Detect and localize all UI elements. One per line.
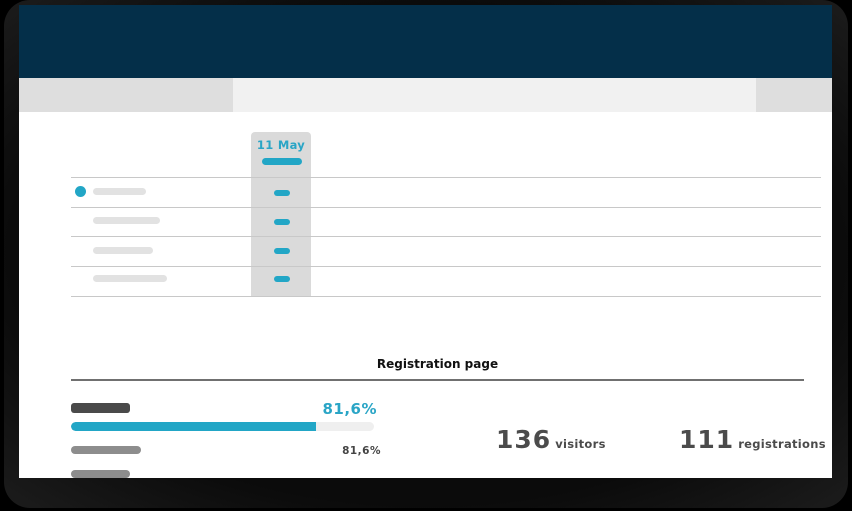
visitors-unit: visitors bbox=[555, 437, 606, 451]
row-label-placeholder bbox=[93, 217, 160, 224]
active-indicator-dot-icon bbox=[75, 186, 86, 197]
conversion-rate-small: 81,6% bbox=[342, 445, 381, 457]
conversion-rate-large: 81,6% bbox=[322, 400, 377, 418]
table-divider bbox=[71, 207, 821, 208]
row-label-placeholder bbox=[93, 275, 167, 282]
tab-right[interactable] bbox=[756, 78, 832, 112]
table-divider bbox=[71, 236, 821, 237]
section-divider bbox=[71, 379, 804, 381]
section-title: Registration page bbox=[376, 357, 499, 371]
conversion-progress-fill bbox=[71, 422, 317, 431]
dashboard-card: 11 May Registration page 81,6% 81,6% 136… bbox=[19, 5, 832, 478]
tab-left[interactable] bbox=[19, 78, 233, 112]
column-header-date[interactable]: 11 May bbox=[256, 138, 306, 152]
cell-value-placeholder bbox=[274, 219, 290, 225]
tab-bar bbox=[19, 78, 832, 112]
secondary-label-placeholder bbox=[71, 470, 130, 478]
cell-value-placeholder bbox=[274, 248, 290, 254]
column-header-indicator bbox=[262, 158, 302, 165]
cell-value-placeholder bbox=[274, 276, 290, 282]
table-divider bbox=[71, 177, 821, 178]
tab-active[interactable] bbox=[233, 78, 756, 112]
registrations-unit: registrations bbox=[738, 437, 826, 451]
table-divider bbox=[71, 266, 821, 267]
table-divider bbox=[71, 296, 821, 297]
date-column-highlight bbox=[251, 132, 311, 296]
visitors-stat: 136 visitors bbox=[496, 425, 606, 454]
conversion-progress-bar bbox=[71, 422, 374, 431]
row-label-placeholder bbox=[93, 247, 153, 254]
cell-value-placeholder bbox=[274, 190, 290, 196]
visitors-count: 136 bbox=[496, 425, 552, 454]
top-header-bar bbox=[19, 5, 832, 78]
registrations-stat: 111 registrations bbox=[679, 425, 826, 454]
registrations-count: 111 bbox=[679, 425, 735, 454]
metric-label-placeholder bbox=[71, 403, 130, 413]
secondary-label-placeholder bbox=[71, 446, 141, 454]
row-label-placeholder bbox=[93, 188, 146, 195]
